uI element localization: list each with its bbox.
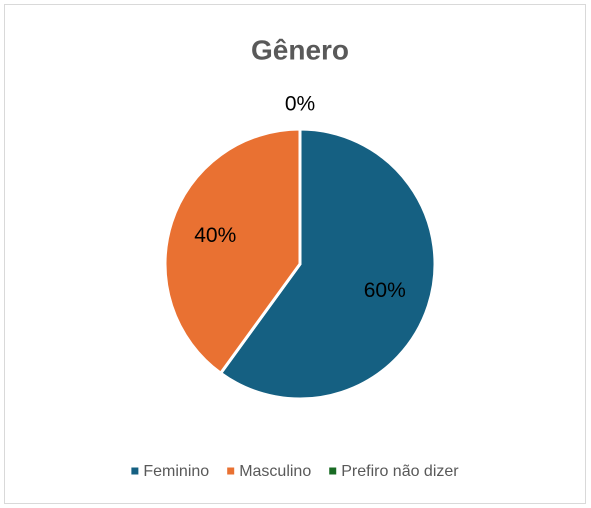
legend-label: Masculino xyxy=(239,463,311,480)
data-label: 0% xyxy=(285,93,315,116)
chart-title: Gênero xyxy=(251,34,349,65)
legend-label: Feminino xyxy=(143,463,209,480)
pie-slice xyxy=(218,127,437,401)
legend-label: Prefiro não dizer xyxy=(341,463,459,480)
data-label: 60% xyxy=(364,279,406,302)
legend-marker xyxy=(131,467,139,475)
legend-marker xyxy=(329,467,337,475)
data-label: 40% xyxy=(194,224,236,247)
pie-slice xyxy=(163,127,302,376)
legend-marker xyxy=(227,467,235,475)
